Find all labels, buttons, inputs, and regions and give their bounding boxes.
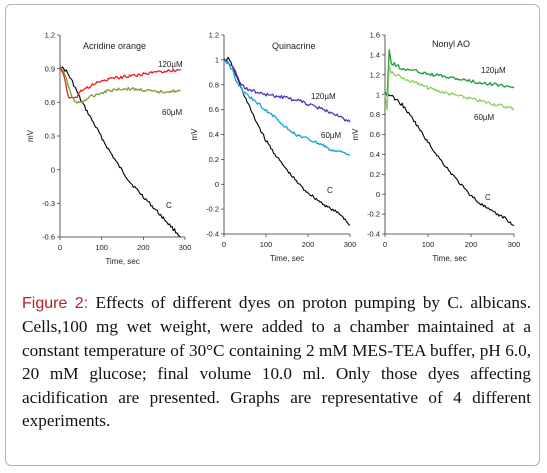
x-axis-label: Time, sec bbox=[270, 254, 304, 263]
series-line-120m bbox=[223, 59, 351, 123]
figure-caption: Figure 2: Effects of different dyes on p… bbox=[22, 291, 531, 432]
series-label: 120µM bbox=[481, 66, 506, 75]
x-tick-label: 0 bbox=[222, 240, 226, 249]
y-tick-label: 1 bbox=[376, 90, 380, 99]
series-line-120m bbox=[59, 65, 181, 99]
y-tick-label: -0.6 bbox=[42, 233, 55, 242]
series-line-60m bbox=[59, 66, 182, 104]
y-tick-label: -0.3 bbox=[42, 199, 55, 208]
y-tick-label: 0.8 bbox=[209, 80, 219, 89]
x-axis-label: Time, sec bbox=[105, 257, 139, 266]
y-tick-label: 0 bbox=[215, 180, 219, 189]
series-label: C bbox=[166, 201, 172, 210]
x-tick-label: 0 bbox=[383, 240, 387, 249]
y-tick-label: 1.2 bbox=[45, 31, 55, 40]
figure-card bbox=[5, 4, 540, 466]
series-line-c bbox=[384, 91, 515, 227]
y-tick-label: 1.2 bbox=[370, 70, 380, 79]
y-axis-label: mV bbox=[351, 128, 360, 141]
y-tick-label: 0.2 bbox=[370, 170, 380, 179]
series-label: 60µM bbox=[474, 113, 495, 122]
series-label: C bbox=[327, 186, 333, 195]
x-tick-label: 200 bbox=[137, 243, 150, 252]
x-axis-label: Time, sec bbox=[432, 254, 466, 263]
panel-title: Nonyl AO bbox=[432, 39, 470, 49]
x-tick-label: 300 bbox=[344, 240, 357, 249]
panel-title: Acridine orange bbox=[83, 41, 146, 51]
x-tick-label: 100 bbox=[95, 243, 108, 252]
series-label: 120µM bbox=[311, 92, 336, 101]
y-axis-label: mV bbox=[190, 128, 199, 141]
series-line-c bbox=[59, 66, 181, 238]
x-tick-label: 200 bbox=[302, 240, 315, 249]
y-tick-label: 0.3 bbox=[45, 132, 55, 141]
series-label: C bbox=[485, 193, 491, 202]
y-tick-label: -0.2 bbox=[367, 210, 380, 219]
y-tick-label: 0.6 bbox=[370, 130, 380, 139]
y-tick-label: 0.4 bbox=[370, 150, 380, 159]
y-tick-label: -0.2 bbox=[206, 205, 219, 214]
caption-label: Figure 2: bbox=[22, 295, 89, 312]
y-tick-label: 0.9 bbox=[45, 64, 55, 73]
y-axis-label: mV bbox=[26, 129, 35, 142]
x-tick-label: 200 bbox=[465, 240, 478, 249]
series-label: 60µM bbox=[321, 131, 342, 140]
series-line-120m bbox=[384, 49, 515, 97]
y-tick-label: 0 bbox=[51, 165, 55, 174]
series-label: 60µM bbox=[162, 108, 183, 117]
x-tick-label: 0 bbox=[58, 243, 62, 252]
panel-title: Quinacrine bbox=[272, 41, 316, 51]
y-tick-label: 1.6 bbox=[370, 31, 380, 40]
y-tick-label: 0.6 bbox=[45, 98, 55, 107]
y-tick-label: 0.6 bbox=[209, 105, 219, 114]
y-tick-label: 0.4 bbox=[209, 130, 219, 139]
y-tick-label: -0.4 bbox=[367, 230, 380, 239]
x-tick-label: 300 bbox=[508, 240, 521, 249]
y-tick-label: -0.4 bbox=[206, 230, 219, 239]
caption-text: Effects of different dyes on proton pump… bbox=[22, 293, 531, 431]
x-tick-label: 300 bbox=[179, 243, 192, 252]
series-line-60m bbox=[384, 65, 515, 111]
series-line-c bbox=[223, 56, 351, 226]
y-tick-label: 1.4 bbox=[370, 51, 380, 60]
y-tick-label: 0 bbox=[376, 190, 380, 199]
y-tick-label: 1 bbox=[215, 55, 219, 64]
x-tick-label: 100 bbox=[260, 240, 273, 249]
y-tick-label: 0.8 bbox=[370, 110, 380, 119]
x-tick-label: 100 bbox=[422, 240, 435, 249]
y-tick-label: 1.2 bbox=[209, 31, 219, 40]
y-tick-label: 0.2 bbox=[209, 155, 219, 164]
series-line-60m bbox=[223, 59, 351, 156]
series-label: 120µM bbox=[158, 60, 183, 69]
